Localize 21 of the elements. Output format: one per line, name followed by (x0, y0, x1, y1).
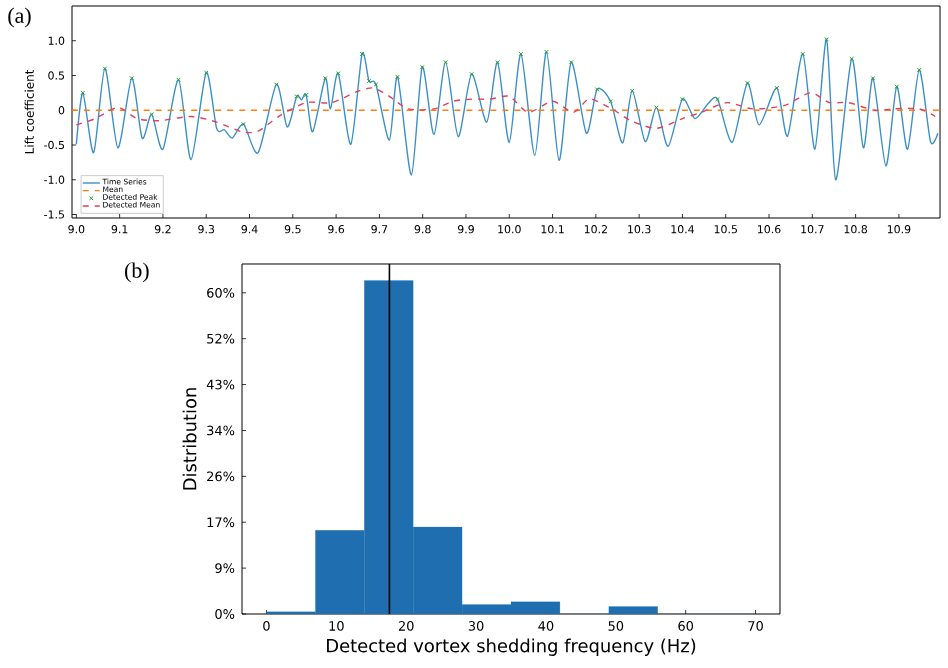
point (129, 75, 135, 81)
point (568, 59, 574, 65)
point (359, 51, 365, 57)
line-series (75, 38, 939, 181)
line-series (75, 87, 936, 134)
point (518, 51, 524, 57)
point (870, 75, 876, 81)
point (774, 85, 780, 91)
chart-title: (b) (125, 262, 149, 283)
point (80, 90, 86, 96)
point (849, 56, 855, 62)
point (800, 51, 806, 57)
point (916, 67, 922, 73)
point (203, 70, 209, 76)
point (303, 92, 309, 98)
chart-title: (a) (8, 7, 31, 28)
point (629, 88, 635, 94)
point (322, 75, 328, 81)
y-axis-title: Distribution (182, 388, 197, 490)
point (419, 64, 425, 70)
x-axis-title: Detected vortex shedding frequency (Hz) (327, 638, 696, 656)
